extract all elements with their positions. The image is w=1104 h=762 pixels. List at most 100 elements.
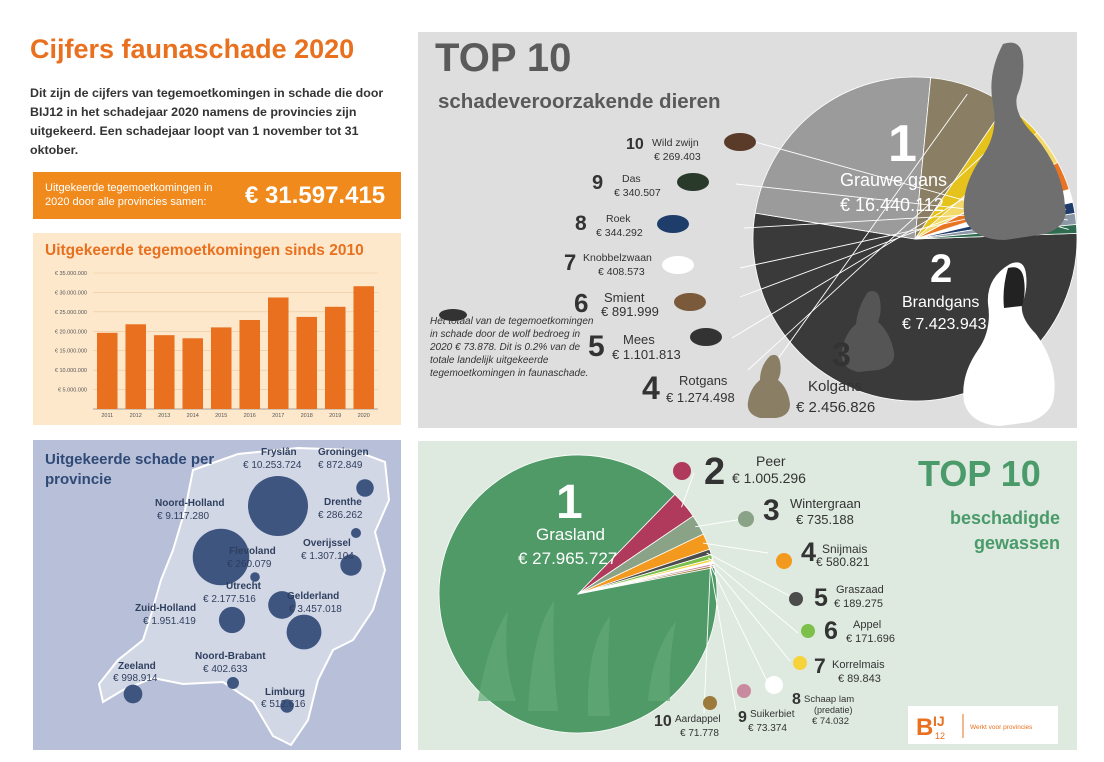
province-bubble-Zuid-Holland xyxy=(218,606,246,634)
crop-rank-1: 1 xyxy=(556,476,583,529)
crop-value-3: € 735.188 xyxy=(796,512,854,527)
province-name: Limburg xyxy=(265,687,305,698)
province-bubble-Fryslân xyxy=(248,476,308,536)
crop-value-1: € 27.965.727 xyxy=(518,549,618,568)
province-map-panel: Uitgekeerde schade per provincie Fryslân… xyxy=(33,440,401,750)
bij12-logo: B IJ 12 Werkt voor provincies xyxy=(908,706,1058,744)
bar-chart: € 35.000.000 € 30.000.000 € 25.000.000 € 20… xyxy=(55,271,378,419)
province-bubble-Groningen xyxy=(356,479,374,497)
animal-name-5: Mees xyxy=(623,332,655,347)
y-tick-label: € 30.000.000 xyxy=(55,290,87,296)
province-bubble-Flevoland xyxy=(250,572,260,582)
crop-top10-title: TOP 10 xyxy=(918,453,1041,494)
animal-rank-9: 9 xyxy=(592,172,604,194)
animal-value-8: € 344.292 xyxy=(596,227,643,239)
map-title: Uitgekeerde schade per provincie xyxy=(45,451,215,488)
page-title: Cijfers faunaschade 2020 xyxy=(30,34,355,64)
swan-icon xyxy=(662,256,694,274)
province-value: € 260.079 xyxy=(227,559,272,570)
apple-icon xyxy=(801,624,815,638)
animal-rank-1: 1 xyxy=(888,115,917,173)
province-map xyxy=(97,446,391,747)
province-bubble-Limburg xyxy=(280,699,294,713)
province-name: Zeeland xyxy=(118,661,156,672)
animal-value-2: € 7.423.943 xyxy=(902,316,987,333)
bar-2014 xyxy=(182,338,204,409)
barnacle-goose-icon xyxy=(963,262,1055,426)
crop-name-1: Grasland xyxy=(536,525,605,544)
province-name: Groningen xyxy=(318,447,369,458)
x-tick-label: 2020 xyxy=(358,413,370,419)
total-banner: Uitgekeerde tegemoetkomingen in 2020 doo… xyxy=(33,172,401,219)
crop-damage-panel: TOP 10 beschadigde gewassen 1 Grasland € 2… xyxy=(418,441,1077,750)
animal-rank-8: 8 xyxy=(575,212,587,235)
animal-damage-panel: TOP 10 schadeveroorzakende dieren 1 Grauw… xyxy=(418,32,1077,428)
crop-value-6: € 171.696 xyxy=(846,633,895,645)
crop-name-2: Peer xyxy=(756,453,786,469)
leader-line xyxy=(702,542,769,554)
bar-2017 xyxy=(267,297,289,409)
animal-name-6: Smient xyxy=(604,290,645,305)
animal-name-3: Kolgans xyxy=(808,378,863,395)
bar-2019 xyxy=(324,306,346,409)
province-value: € 9.117.280 xyxy=(157,511,210,522)
x-tick-label: 2016 xyxy=(244,413,256,419)
y-tick-label: € 35.000.000 xyxy=(55,271,87,277)
netherlands-shape xyxy=(97,446,391,747)
leader-line xyxy=(707,557,799,634)
corn-cob-icon xyxy=(793,656,807,670)
animal-value-4: € 1.274.498 xyxy=(666,390,735,405)
bar-2015 xyxy=(210,327,232,409)
total-label: Uitgekeerde tegemoetkomingen in 2020 doo… xyxy=(45,182,213,208)
province-value: € 1.951.419 xyxy=(143,616,196,627)
crop-name-3: Wintergraan xyxy=(790,496,861,511)
animal-rank-2: 2 xyxy=(930,247,953,291)
wigeon-icon xyxy=(674,293,706,311)
badger-icon xyxy=(677,173,709,191)
crop-labels: 1 Grasland € 27.965.727 2 Peer € 1.005.296 3 Wi… xyxy=(418,441,1077,750)
crop-value-10: € 71.778 xyxy=(680,728,719,739)
crop-value-4: € 580.821 xyxy=(816,555,870,569)
province-name: Gelderland xyxy=(287,591,340,602)
animal-rank-6: 6 xyxy=(574,288,589,318)
animal-value-5: € 1.101.813 xyxy=(612,347,681,362)
crop-name-9: Suikerbiet xyxy=(750,709,795,720)
crop-name-7: Korrelmais xyxy=(832,659,885,671)
total-value: € 31.597.415 xyxy=(245,182,386,209)
bar-2012 xyxy=(125,324,147,409)
crop-name-5: Graszaad xyxy=(836,584,884,596)
bar-2013 xyxy=(153,335,175,409)
animal-value-9: € 340.507 xyxy=(614,187,661,199)
bar-chart-panel: Uitgekeerde tegemoetkomingen sinds 2010 … xyxy=(33,233,401,425)
animal-pie-chart xyxy=(439,42,1077,426)
bar-2020 xyxy=(353,286,375,409)
leader-line xyxy=(681,472,695,508)
province-bubble-Noord-Brabant xyxy=(227,677,239,689)
province-value: € 998.914 xyxy=(113,673,158,684)
animal-labels: 1 Grauwe gans € 16.440.112 2 Brandgans € 7.42… xyxy=(418,32,1077,428)
province-bubble-Overijssel xyxy=(340,554,362,576)
province-name: Fryslân xyxy=(261,447,297,458)
animal-value-3: € 2.456.826 xyxy=(796,399,876,416)
animal-name-1: Grauwe gans xyxy=(840,170,948,190)
province-name: Overijssel xyxy=(303,538,351,549)
crop-rank-6: 6 xyxy=(824,617,838,645)
crop-value-7: € 89.843 xyxy=(838,673,881,685)
animal-name-10: Wild zwijn xyxy=(652,137,699,149)
logo-text: B xyxy=(916,714,933,741)
logo-text-ij: IJ xyxy=(933,713,945,729)
leader-line xyxy=(708,560,791,662)
animal-rank-3: 3 xyxy=(832,336,851,374)
crop-sub-8: (predatie) xyxy=(814,705,853,715)
animal-name-4: Rotgans xyxy=(679,373,728,388)
province-value: € 512.616 xyxy=(261,699,306,710)
x-tick-label: 2018 xyxy=(301,413,313,419)
crop-pie-chart xyxy=(438,454,815,734)
grey-goose-icon xyxy=(963,42,1066,240)
crop-value-2: € 1.005.296 xyxy=(732,470,806,486)
x-tick-label: 2012 xyxy=(130,413,142,419)
seeds-icon xyxy=(789,592,803,606)
leader-line xyxy=(709,563,769,684)
crop-rank-2: 2 xyxy=(704,451,726,493)
animal-name-2: Brandgans xyxy=(902,294,980,311)
